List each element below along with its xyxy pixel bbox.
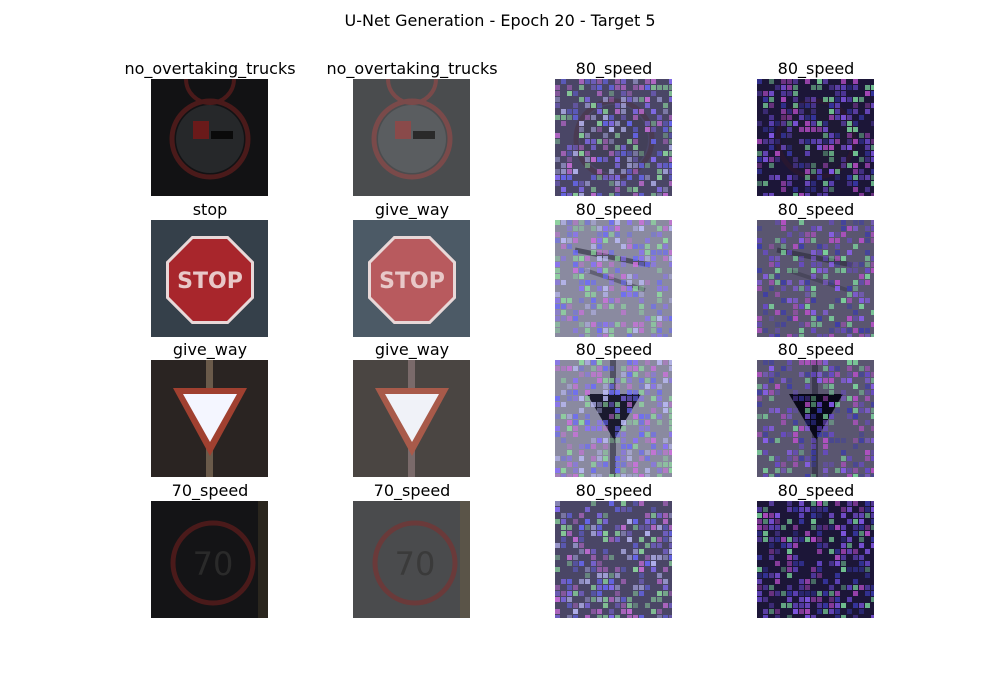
stop-sign-image	[757, 220, 874, 337]
cell-label: give_way	[172, 340, 248, 359]
sign-image: STOP	[151, 220, 268, 337]
sign-image	[151, 79, 268, 196]
cell-label: 80_speed	[575, 481, 653, 500]
sign-image	[151, 360, 268, 477]
sign-image: 70	[151, 501, 268, 618]
cell-label: no_overtaking_trucks	[326, 59, 498, 78]
stop-sign-image: STOP	[151, 220, 268, 337]
cell-label: 80_speed	[575, 200, 653, 219]
svg-text:STOP: STOP	[379, 269, 445, 294]
no-overtaking-trucks-sign-image	[151, 79, 268, 196]
sign-image: STOP	[353, 220, 470, 337]
svg-text:70: 70	[395, 545, 436, 583]
svg-text:70: 70	[193, 545, 234, 583]
cell-label: 70_speed	[373, 481, 451, 500]
cell-label: 70_speed	[171, 481, 249, 500]
cell-label: 80_speed	[777, 340, 855, 359]
sign-image	[353, 79, 470, 196]
cell-label: 80_speed	[777, 200, 855, 219]
speed-limit-70-sign-image: 70	[353, 501, 470, 618]
sign-image	[757, 220, 874, 337]
sign-image	[757, 360, 874, 477]
sign-image: 70	[353, 501, 470, 618]
cell-label: give_way	[374, 200, 450, 219]
sign-image	[757, 501, 874, 618]
speed-limit-70-sign-image	[757, 501, 874, 618]
give-way-sign-image	[151, 360, 268, 477]
no-overtaking-trucks-sign-image	[555, 79, 672, 196]
cell-label: 80_speed	[777, 481, 855, 500]
svg-text:STOP: STOP	[177, 269, 243, 294]
sign-image	[757, 79, 874, 196]
cell-label: no_overtaking_trucks	[124, 59, 296, 78]
give-way-sign-image	[757, 360, 874, 477]
figure-title: U-Net Generation - Epoch 20 - Target 5	[344, 11, 656, 30]
sign-image	[353, 360, 470, 477]
sign-image	[555, 360, 672, 477]
sign-image	[555, 501, 672, 618]
cell-label: 80_speed	[575, 340, 653, 359]
cell-label: 80_speed	[575, 59, 653, 78]
stop-sign-image: STOP	[353, 220, 470, 337]
cell-label: give_way	[374, 340, 450, 359]
stop-sign-image	[555, 220, 672, 337]
sign-image	[555, 79, 672, 196]
speed-limit-70-sign-image	[555, 501, 672, 618]
sign-image	[555, 220, 672, 337]
no-overtaking-trucks-sign-image	[757, 79, 874, 196]
give-way-sign-image	[353, 360, 470, 477]
give-way-sign-image	[555, 360, 672, 477]
no-overtaking-trucks-sign-image	[353, 79, 470, 196]
speed-limit-70-sign-image: 70	[151, 501, 268, 618]
cell-label: 80_speed	[777, 59, 855, 78]
cell-label: stop	[192, 200, 228, 219]
